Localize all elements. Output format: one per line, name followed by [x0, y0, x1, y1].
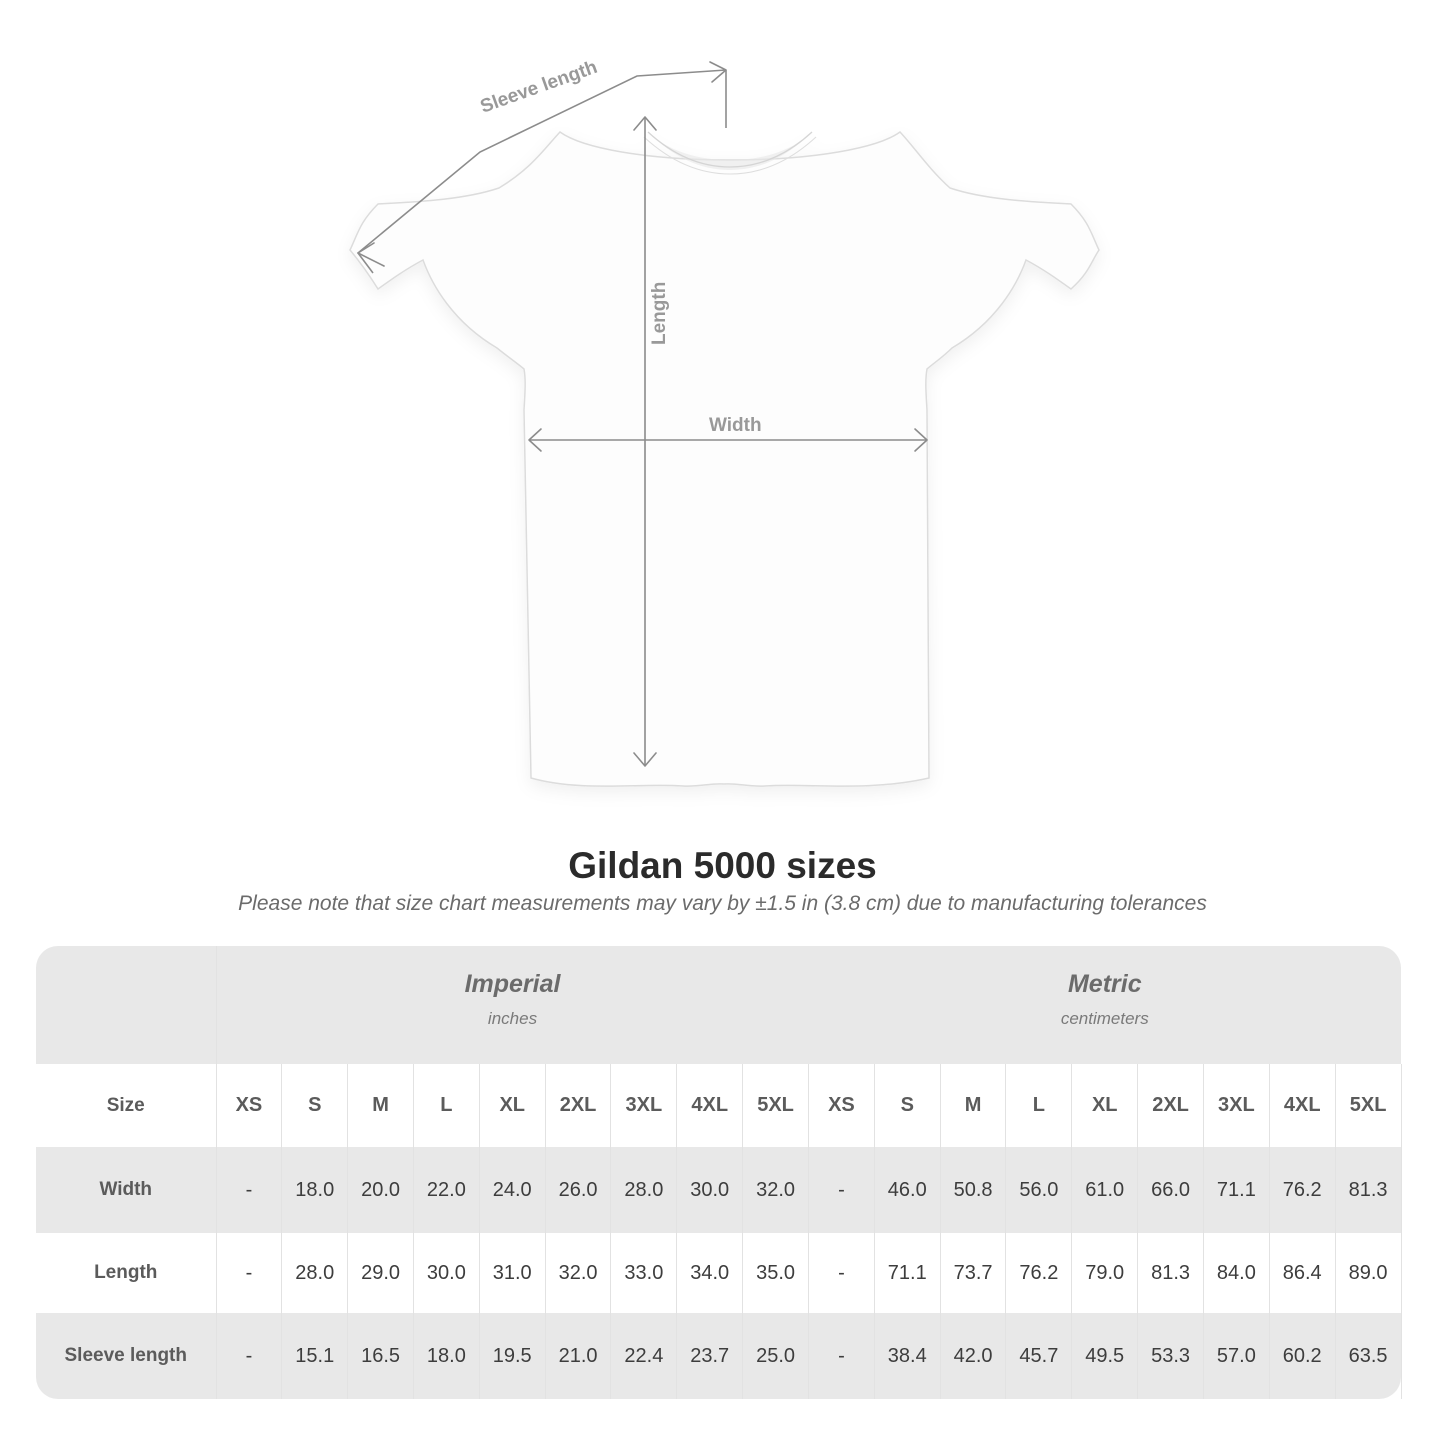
svg-text:Width: Width: [709, 415, 762, 436]
svg-text:Sleeve length: Sleeve length: [478, 57, 600, 118]
svg-text:Length: Length: [649, 282, 670, 345]
